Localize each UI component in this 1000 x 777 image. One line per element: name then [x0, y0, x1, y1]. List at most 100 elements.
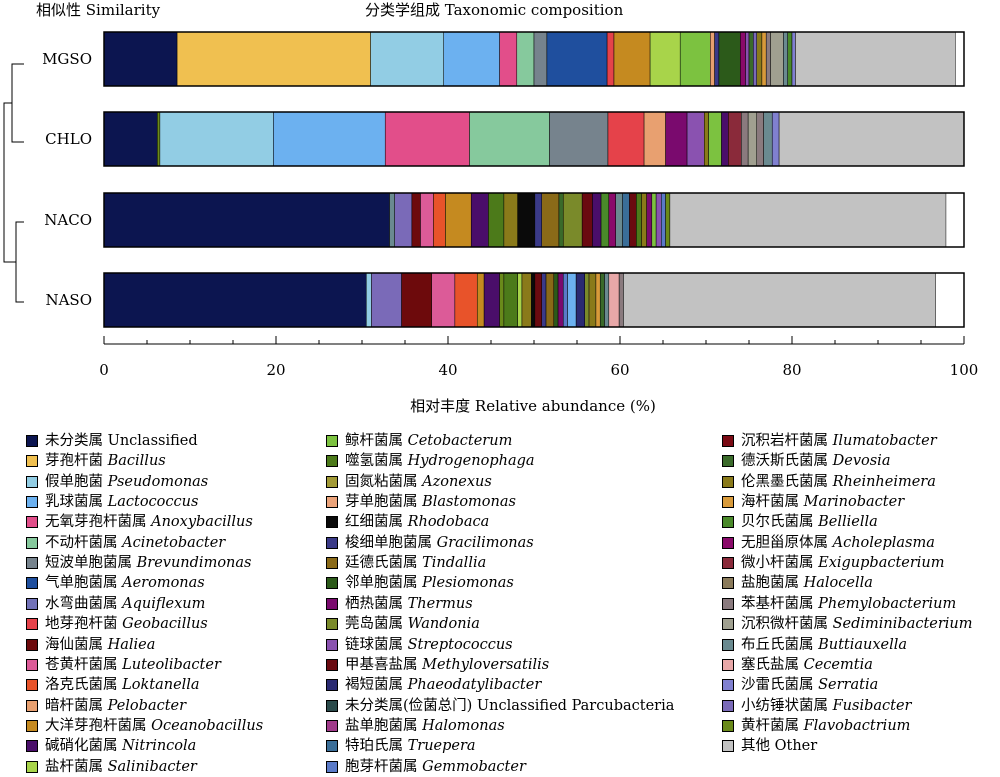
- bar-segment-mgso-5: [516, 31, 535, 87]
- legend-label-cn: 梭细单胞菌属: [345, 534, 432, 551]
- x-axis-label: 相对丰度 Relative abundance (%): [410, 397, 656, 415]
- legend-label-cn: 链球菌属: [345, 636, 403, 653]
- legend-label-genus: Aquiflexum: [117, 595, 206, 612]
- legend-label-cn: 气单胞菌属: [45, 575, 118, 592]
- legend-swatch: [326, 455, 338, 468]
- legend-label-genus: Serratia: [813, 677, 879, 694]
- legend-swatch: [722, 516, 734, 529]
- legend-item: 梭细单胞菌属 Gracilimonas: [326, 534, 534, 552]
- legend-label-cn: 伦黑墨氏菌属: [741, 473, 828, 490]
- legend-swatch: [722, 455, 734, 468]
- bar-segment-naco-24: [646, 192, 653, 248]
- legend-swatch: [722, 577, 734, 590]
- bar-segment-chlo-19: [771, 111, 780, 167]
- legend-item: 黄杆菌属 Flavobactrium: [722, 717, 910, 735]
- legend-swatch: [326, 557, 338, 570]
- legend-label-genus: Fusibacter: [828, 697, 912, 714]
- bar-segment-chlo-12: [708, 111, 722, 167]
- legend-label-genus: Plesiomonas: [417, 575, 514, 592]
- bar-segment-chlo-18: [763, 111, 773, 167]
- legend-item: 固氮粘菌属 Azonexus: [326, 473, 492, 491]
- legend-label-cn: 红细菌属: [345, 514, 403, 531]
- legend-swatch: [26, 557, 38, 570]
- legend-swatch: [722, 679, 734, 692]
- bar-segment-naso-22: [588, 272, 597, 328]
- bar-segment-naco-8: [488, 192, 505, 248]
- legend-item: 链球菌属 Streptococcus: [326, 636, 513, 654]
- legend-label-genus: Marinobacter: [799, 494, 905, 511]
- bar-segment-naso-10: [517, 272, 523, 328]
- dendrogram-branch-naco-naso: [15, 221, 24, 303]
- legend-label-cn: 莞岛菌属: [345, 616, 403, 633]
- legend-swatch: [26, 536, 38, 549]
- legend-item: 无胆甾原体属 Acholeplasma: [722, 534, 935, 552]
- legend-swatch: [326, 679, 338, 692]
- bar-segment-naso-25: [604, 272, 610, 328]
- legend-item: 盐杆菌属 Salinibacter: [26, 758, 197, 776]
- legend-swatch: [326, 618, 338, 631]
- legend-label-genus: Rheinheimera: [828, 473, 936, 490]
- legend-swatch: [722, 658, 734, 671]
- legend-label-genus: Flavobactrium: [799, 717, 911, 734]
- bar-segment-naco-11: [534, 192, 542, 248]
- legend-label-cn: 小纺锤状菌属: [741, 697, 828, 714]
- legend-label-cn: 固氮粘菌属: [345, 473, 418, 490]
- legend-item: 海仙菌属 Haliea: [26, 636, 155, 654]
- legend-label-genus: Cetobacterum: [403, 433, 513, 449]
- legend-label-genus: Gracilimonas: [432, 534, 534, 551]
- taxonomic-composition-chart: 相似性 Similarity 分类学组成 Taxonomic compositi…: [3, 1, 978, 415]
- legend-label-cn: 不动杆菌属: [45, 534, 118, 551]
- legend-item: 廷德氏菌属 Tindallia: [326, 554, 486, 572]
- legend-label-cn: 水弯曲菌属: [45, 595, 118, 612]
- bar-segment-naco-10: [517, 192, 536, 248]
- bar-segment-naco-25: [651, 192, 657, 248]
- legend-item: 邻单胞菌属 Plesiomonas: [326, 574, 514, 592]
- legend-label-genus: Nitrincola: [117, 738, 197, 755]
- legend-label-cn: 噬氢菌属: [345, 453, 403, 470]
- bar-segment-naco-12: [541, 192, 560, 248]
- legend-label-genus: Anoxybacillus: [146, 514, 253, 531]
- bar-segment-naso-14: [541, 272, 547, 328]
- legend-item: 沉积岩杆菌属 Ilumatobacter: [722, 432, 937, 450]
- legend-item: 芽单胞菌属 Blastomonas: [326, 493, 516, 511]
- bar-segment-mgso-21: [765, 31, 771, 87]
- legend-swatch: [26, 638, 38, 651]
- legend-label-genus: Halocella: [799, 575, 873, 592]
- legend-item: 红细菌属 Rhodobaca: [326, 513, 489, 531]
- bar-segment-naso-3: [401, 272, 432, 328]
- bar-segment-naco-27: [661, 192, 666, 248]
- legend-swatch: [26, 658, 38, 671]
- dendrogram-branch-mgso-chlo: [11, 63, 24, 143]
- legend-swatch: [26, 455, 38, 468]
- bar-segment-mgso-10: [649, 31, 681, 87]
- legend-label-genus: Exigupbacterium: [813, 555, 945, 572]
- legend-label-cn: 乳球菌属: [45, 494, 103, 511]
- bar-segment-mgso-24: [787, 31, 793, 87]
- x-tick-label: 0: [99, 361, 109, 379]
- legend-item: 贝尔氏菌属 Belliella: [722, 513, 878, 531]
- legend-label-cn: 栖热菌属: [345, 595, 403, 612]
- bar-segment-naco-23: [641, 192, 647, 248]
- bar-segment-chlo-3: [273, 111, 386, 167]
- legend-label-cn: 塞氏盐属: [741, 656, 799, 673]
- legend-label-cn: 芽孢杆菌: [45, 453, 103, 470]
- legend-item: 莞岛菌属 Wandonia: [326, 615, 480, 633]
- bar-segment-naco-22: [636, 192, 642, 248]
- legend-label-cn: 海杆菌属: [741, 494, 799, 511]
- legend-label-cn: 盐胞菌属: [741, 575, 799, 592]
- legend-label-cn: 苍黄杆菌属: [45, 656, 118, 673]
- legend-item: 小纺锤状菌属 Fusibacter: [722, 697, 911, 715]
- legend-label-genus: Rhodobaca: [403, 514, 490, 531]
- legend-swatch: [26, 516, 38, 529]
- legend-item: 德沃斯氏菌属 Devosia: [722, 452, 890, 470]
- legend-item: 沙雷氏菌属 Serratia: [722, 676, 878, 694]
- legend-label-cn: 黄杆菌属: [741, 717, 799, 734]
- legend-swatch: [722, 496, 734, 509]
- legend-label-genus: Aeromonas: [117, 575, 205, 592]
- legend-label-genus: Devosia: [828, 453, 891, 470]
- legend-swatch: [326, 699, 338, 712]
- x-tick-label: 80: [782, 361, 801, 379]
- bar-segment-mgso-11: [679, 31, 711, 87]
- legend-swatch: [722, 435, 734, 447]
- legend-label-cn: 胞芽杆菌属: [345, 758, 418, 775]
